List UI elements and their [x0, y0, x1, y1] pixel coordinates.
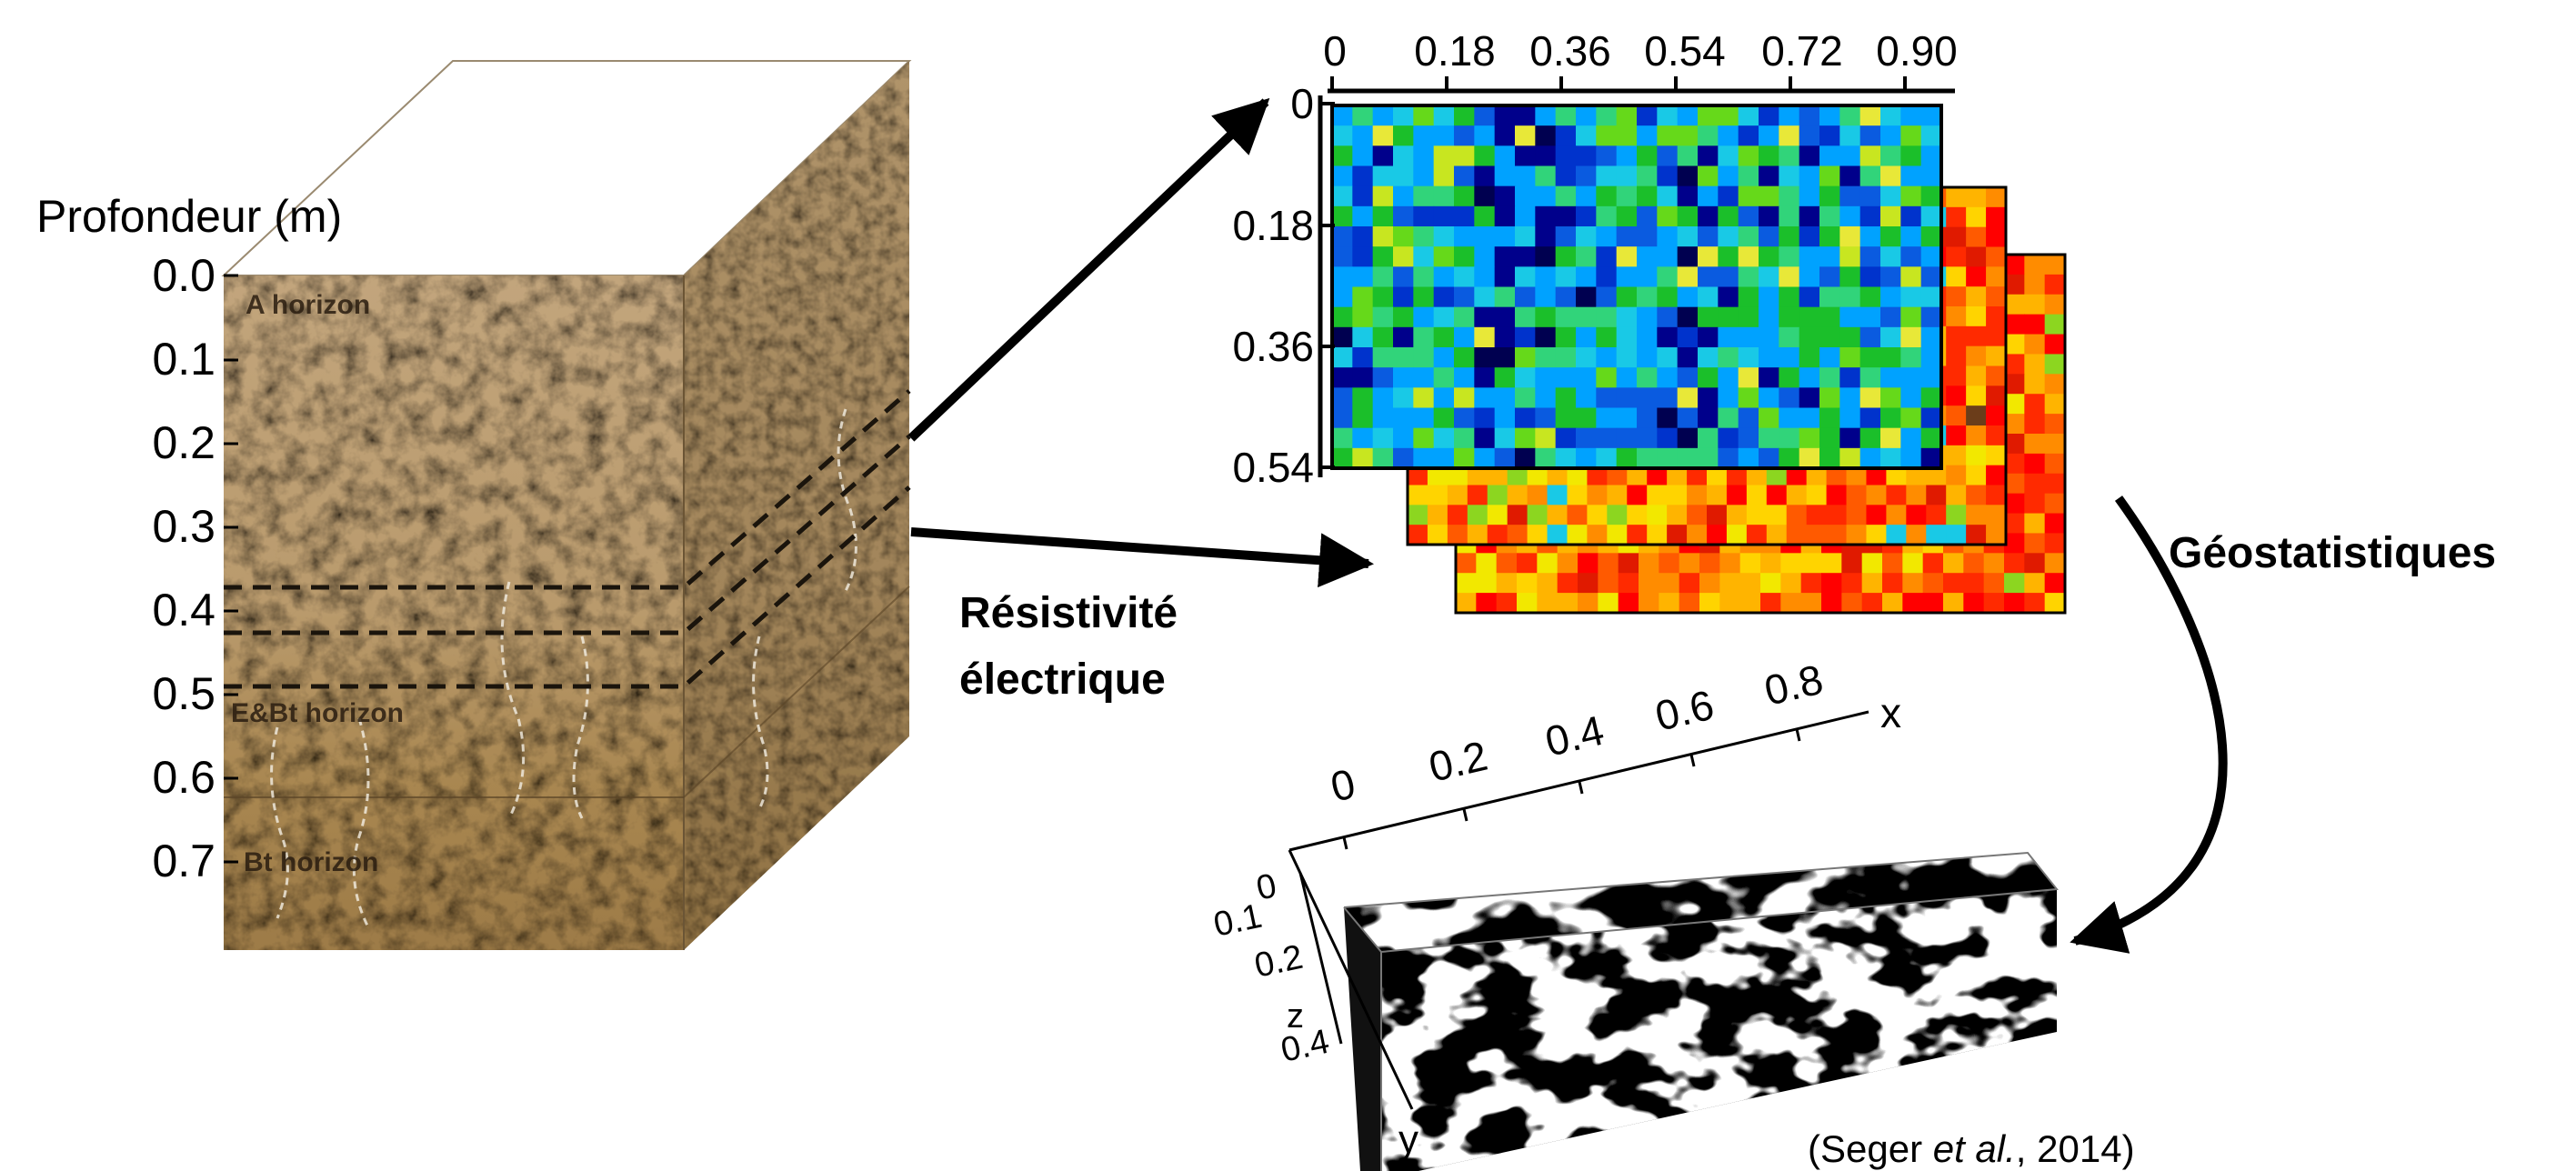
depth-tick: 0.5	[152, 668, 216, 719]
map-x-tick: 0.54	[1644, 27, 1726, 75]
citation-pre: (Seger	[1808, 1127, 1933, 1170]
citation: (Seger et al., 2014)	[1808, 1127, 2135, 1170]
arrow-to-map-top	[907, 97, 1270, 442]
soil-block-side	[684, 61, 909, 950]
soil-white-streaks	[270, 408, 857, 928]
model-z-axis	[1298, 872, 1343, 1045]
resistivity-label-line1: Résistivité	[959, 589, 1178, 637]
model-z-tick: 0.1	[1210, 897, 1265, 945]
model-x-tick: 0.8	[1760, 656, 1828, 715]
depth-axis: Profondeur (m) 0.0 0.1 0.2 0.3 0.4 0.5 0…	[36, 191, 342, 886]
map-x-tick: 0	[1323, 27, 1347, 75]
model-x-axis	[1288, 710, 1869, 852]
depth-tick: 0.2	[152, 417, 216, 468]
soil-dashed-lines	[224, 389, 911, 689]
map-y-tick: 0.36	[1232, 323, 1314, 370]
citation-post: , 2014)	[2016, 1127, 2135, 1170]
model-y-axis	[1288, 849, 1414, 1110]
map-y-tick: 0.54	[1232, 444, 1314, 491]
depth-tick: 0.3	[152, 501, 216, 552]
geostat-label: Géostatistiques	[2169, 529, 2496, 577]
map-y-tick: 0.18	[1232, 202, 1314, 249]
horizon-label-ebt: E&Bt horizon	[231, 698, 404, 728]
horizon-label-bt: Bt horizon	[244, 847, 378, 877]
depth-tick: 0.4	[152, 585, 216, 636]
model-z-tick: 0.2	[1251, 938, 1306, 986]
depth-tick: 0.1	[152, 334, 216, 385]
model-x-label: x	[1880, 689, 1901, 736]
model-z-label: z	[1287, 997, 1304, 1036]
depth-tick: 0.6	[152, 752, 216, 803]
map-x-tick: 0.18	[1414, 27, 1496, 75]
model-3d: 0 0.2 0.4 0.6 0.8 x y 0 0.1 0.2 z 0.4	[1210, 656, 2059, 1171]
arrow-to-map-bottom	[910, 527, 1374, 588]
resistivity-map-front	[1332, 105, 1942, 469]
resistivity-maps: 0 0.18 0.36 0.54 0.72 0.90 0 0.18 0.36 0…	[1232, 27, 2067, 615]
map-x-tick: 0.72	[1761, 27, 1843, 75]
depth-axis-title: Profondeur (m)	[36, 191, 342, 242]
soil-block-front	[224, 275, 684, 950]
resistivity-label-line2: électrique	[959, 656, 1166, 704]
arrows	[907, 97, 2228, 954]
arrow-geostat	[2070, 495, 2228, 954]
map-y-tick: 0	[1290, 80, 1314, 127]
map-x-tick: 0.36	[1529, 27, 1611, 75]
model-y-label: y	[1398, 1117, 1418, 1162]
model-x-tick: 0.2	[1425, 732, 1492, 791]
citation-italic: et al.	[1933, 1127, 2016, 1170]
depth-tick: 0.0	[152, 250, 216, 301]
model-x-tick: 0.4	[1541, 706, 1609, 766]
map-x-tick: 0.90	[1876, 27, 1958, 75]
horizon-label-a: A horizon	[246, 290, 370, 320]
model-x-tick: 0	[1327, 759, 1360, 810]
soil-block: A horizon E&Bt horizon Bt horizon	[221, 60, 912, 950]
depth-tick: 0.7	[152, 836, 216, 886]
model-x-tick: 0.6	[1651, 681, 1719, 740]
